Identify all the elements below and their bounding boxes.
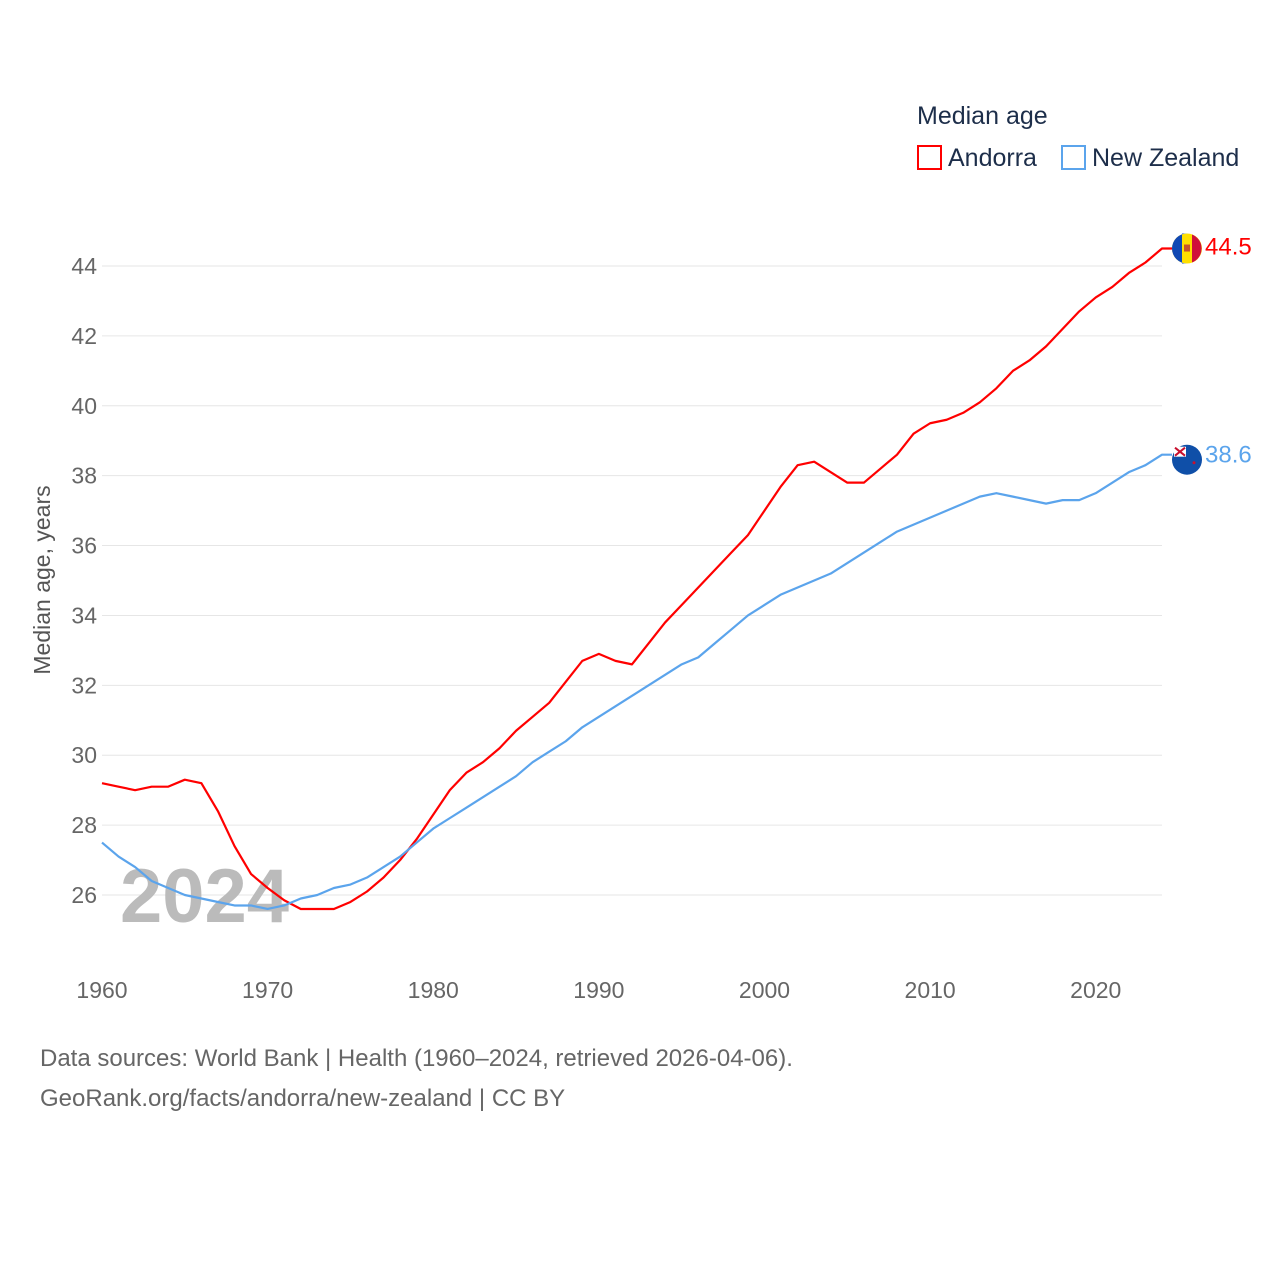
- x-tick-label: 2020: [1070, 977, 1121, 1003]
- series-line-andorra: [101, 247, 1172, 911]
- flag-emblem: [1184, 244, 1190, 252]
- x-tick-label: 1990: [573, 977, 624, 1003]
- legend-swatch: [1061, 145, 1086, 170]
- x-axis: 1960 1970 1980 1990 2000 2010 2020: [76, 977, 1121, 1003]
- x-tick-label: 2000: [739, 977, 790, 1003]
- y-tick-label: 44: [71, 253, 97, 279]
- flag-red: [1192, 234, 1202, 263]
- y-axis: 26 28 30 32 34 36 38 40 42 44: [71, 253, 97, 908]
- y-tick-label: 28: [71, 812, 97, 838]
- legend-title: Median age: [917, 102, 1048, 130]
- x-tick-label: 1960: [76, 977, 127, 1003]
- end-labels: 44.5 38.6: [1172, 233, 1252, 475]
- legend-label: Andorra: [948, 144, 1037, 172]
- data-source-note: Data sources: World Bank | Health (1960–…: [40, 1045, 793, 1072]
- y-tick-label: 34: [71, 602, 97, 628]
- y-tick-label: 32: [71, 672, 97, 698]
- x-tick-label: 2010: [905, 977, 956, 1003]
- y-tick-label: 42: [71, 323, 97, 349]
- y-tick-label: 36: [71, 533, 97, 559]
- y-tick-label: 38: [71, 463, 97, 489]
- end-value-label: 44.5: [1205, 234, 1252, 261]
- new-zealand-flag-icon: [1172, 444, 1202, 475]
- y-tick-label: 26: [71, 882, 97, 908]
- watermark-year: 2024: [120, 854, 289, 939]
- y-axis-label: Median age, years: [29, 485, 55, 674]
- x-tick-label: 1970: [242, 977, 293, 1003]
- end-value-label: 38.6: [1205, 442, 1252, 469]
- flag-cross: [1174, 446, 1186, 457]
- andorra-flag-icon: [1172, 233, 1202, 264]
- legend-label: New Zealand: [1092, 144, 1239, 172]
- grid: [102, 265, 1162, 896]
- attribution-link[interactable]: GeoRank.org/facts/andorra/new-zealand | …: [40, 1085, 566, 1112]
- flag-star: [1192, 461, 1196, 465]
- flag-blue: [1172, 233, 1187, 264]
- legend: Andorra New Zealand: [917, 144, 1239, 172]
- y-tick-label: 40: [71, 393, 97, 419]
- x-tick-label: 1980: [408, 977, 459, 1003]
- y-tick-label: 30: [71, 742, 97, 768]
- series-line-new-zealand: [101, 453, 1172, 911]
- legend-swatch: [917, 145, 942, 170]
- series-lines: [101, 247, 1172, 911]
